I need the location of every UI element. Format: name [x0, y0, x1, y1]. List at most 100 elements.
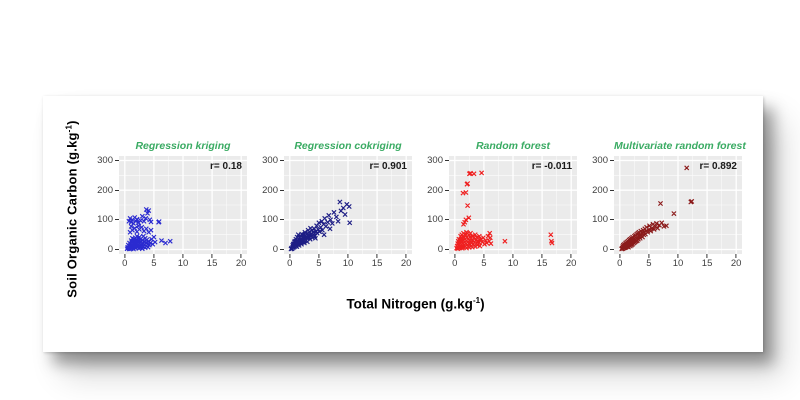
panel-title: Regression cokriging — [294, 140, 402, 152]
x-tick-mark — [619, 254, 621, 258]
x-tick-label: 10 — [177, 258, 189, 269]
x-tick-mark — [570, 254, 572, 258]
y-tick: 300 — [427, 154, 449, 166]
y-tick-label: 100 — [592, 214, 608, 226]
x-tick-label: 10 — [672, 258, 684, 269]
y-axis-label-suffix: ) — [64, 120, 80, 125]
x-tick-mark — [677, 254, 679, 258]
y-tick-mark — [610, 219, 614, 221]
x-tick-label: 5 — [151, 258, 157, 269]
x-tick-label: 20 — [565, 258, 577, 269]
x-tick-mark — [211, 254, 213, 258]
x-tick-label: 15 — [206, 258, 218, 269]
correlation-annotation: r= 0.18 — [210, 161, 242, 172]
plot-row: 0 100 200 300 r= -0.011 — [419, 154, 577, 256]
panel-title: Random forest — [475, 140, 551, 152]
y-tick-mark — [445, 159, 449, 162]
y-tick: 200 — [592, 184, 614, 196]
grid-major — [119, 156, 247, 254]
y-tick: 100 — [97, 214, 119, 226]
scatter-plot: r= -0.011 — [449, 156, 577, 254]
y-tick: 0 — [603, 244, 614, 256]
y-tick-label: 200 — [97, 184, 113, 196]
y-tick: 100 — [592, 214, 614, 226]
x-tick-mark — [483, 254, 485, 258]
plot-row: 0 100 200 300 r= 0.18 — [89, 154, 247, 256]
x-tick-mark — [153, 254, 155, 258]
x-tick-label: 10 — [507, 258, 519, 269]
grid-major — [449, 156, 577, 254]
y-tick-mark — [445, 219, 449, 221]
x-axis-label-text: Total Nitrogen (g.kg — [346, 296, 473, 312]
y-axis-label: Soil Organic Carbon (g.kg-1) — [64, 120, 79, 297]
y-tick-mark — [115, 189, 119, 191]
x-tick-label: 0 — [122, 258, 128, 269]
plot-row: 0 100 200 300 r= 0.892 — [584, 154, 742, 256]
scatter-panel-1: Regression kriging 0 100 200 300 r= 0.18 0 5 10 1… — [89, 140, 247, 270]
y-tick-label: 200 — [427, 184, 443, 196]
scatter-markers — [454, 170, 555, 252]
y-tick-label: 300 — [427, 154, 443, 166]
y-tick-mark — [610, 189, 614, 191]
scatter-markers — [288, 199, 353, 252]
x-tick-mark — [541, 254, 543, 258]
y-tick-label: 200 — [262, 184, 278, 196]
x-axis-ticks: 0 5 10 15 20 — [449, 254, 577, 270]
x-tick-mark — [289, 254, 291, 258]
x-tick-mark — [706, 254, 708, 258]
y-tick: 100 — [427, 214, 449, 226]
x-axis-label: Total Nitrogen (g.kg-1) — [89, 296, 742, 312]
panel-title: Regression kriging — [135, 140, 231, 152]
x-tick-mark — [648, 254, 650, 258]
y-tick: 200 — [97, 184, 119, 196]
y-tick-label: 300 — [97, 154, 113, 166]
x-tick-label: 5 — [316, 258, 322, 269]
x-tick-label: 0 — [287, 258, 293, 269]
scatter-markers — [619, 165, 695, 252]
y-tick: 100 — [262, 214, 284, 226]
x-tick-mark — [124, 254, 126, 258]
scatter-panel-3: Random forest 0 100 200 300 r= -0.011 0 5 10 15 20 — [419, 140, 577, 270]
x-axis-label-superscript: -1 — [472, 296, 481, 305]
x-tick-label: 15 — [701, 258, 713, 269]
x-tick-mark — [347, 254, 349, 258]
plot-row: 0 100 200 300 r= 0.901 — [254, 155, 412, 256]
y-tick-label: 200 — [592, 184, 608, 196]
y-tick: 200 — [262, 184, 284, 196]
y-tick-mark — [610, 248, 614, 251]
y-axis-ticks: 0 100 200 300 — [419, 154, 449, 256]
y-tick: 0 — [438, 244, 449, 256]
x-axis-label-suffix: ) — [480, 296, 485, 312]
scatter-panel-2: Regression cokriging 0 100 200 300 r= 0.901 0 5… — [254, 140, 412, 270]
x-tick-mark — [318, 254, 320, 258]
x-tick-mark — [240, 254, 242, 258]
grid-major — [614, 156, 742, 254]
scatter-figure: Soil Organic Carbon (g.kg-1) Regression … — [43, 96, 763, 352]
y-tick-label: 0 — [107, 244, 113, 256]
x-tick-mark — [182, 254, 184, 258]
y-tick-mark — [115, 219, 119, 221]
x-tick-label: 5 — [481, 258, 487, 269]
y-tick-mark — [445, 248, 449, 251]
x-tick-mark — [405, 254, 407, 258]
x-tick-mark — [512, 254, 514, 258]
y-tick-mark — [280, 159, 284, 162]
y-axis-ticks: 0 100 200 300 — [254, 155, 284, 256]
y-tick-label: 100 — [262, 214, 278, 226]
y-tick: 0 — [273, 244, 284, 256]
correlation-annotation: r= -0.011 — [532, 161, 573, 172]
y-tick: 200 — [427, 184, 449, 196]
correlation-annotation: r= 0.901 — [369, 161, 407, 172]
y-tick: 300 — [592, 154, 614, 166]
y-tick-label: 300 — [592, 154, 608, 166]
x-axis-ticks: 0 5 10 15 20 — [284, 254, 412, 270]
x-tick-mark — [376, 254, 378, 258]
x-tick-label: 15 — [371, 258, 383, 269]
scatter-panel-4: Multivariate random forest 0 100 200 300 r= 0… — [584, 140, 746, 270]
y-tick-label: 0 — [437, 244, 443, 256]
x-axis-ticks: 0 5 10 15 20 — [614, 254, 742, 270]
panel-title: Multivariate random forest — [614, 140, 746, 152]
x-tick-label: 15 — [536, 258, 548, 269]
x-axis-ticks: 0 5 10 15 20 — [119, 254, 247, 270]
